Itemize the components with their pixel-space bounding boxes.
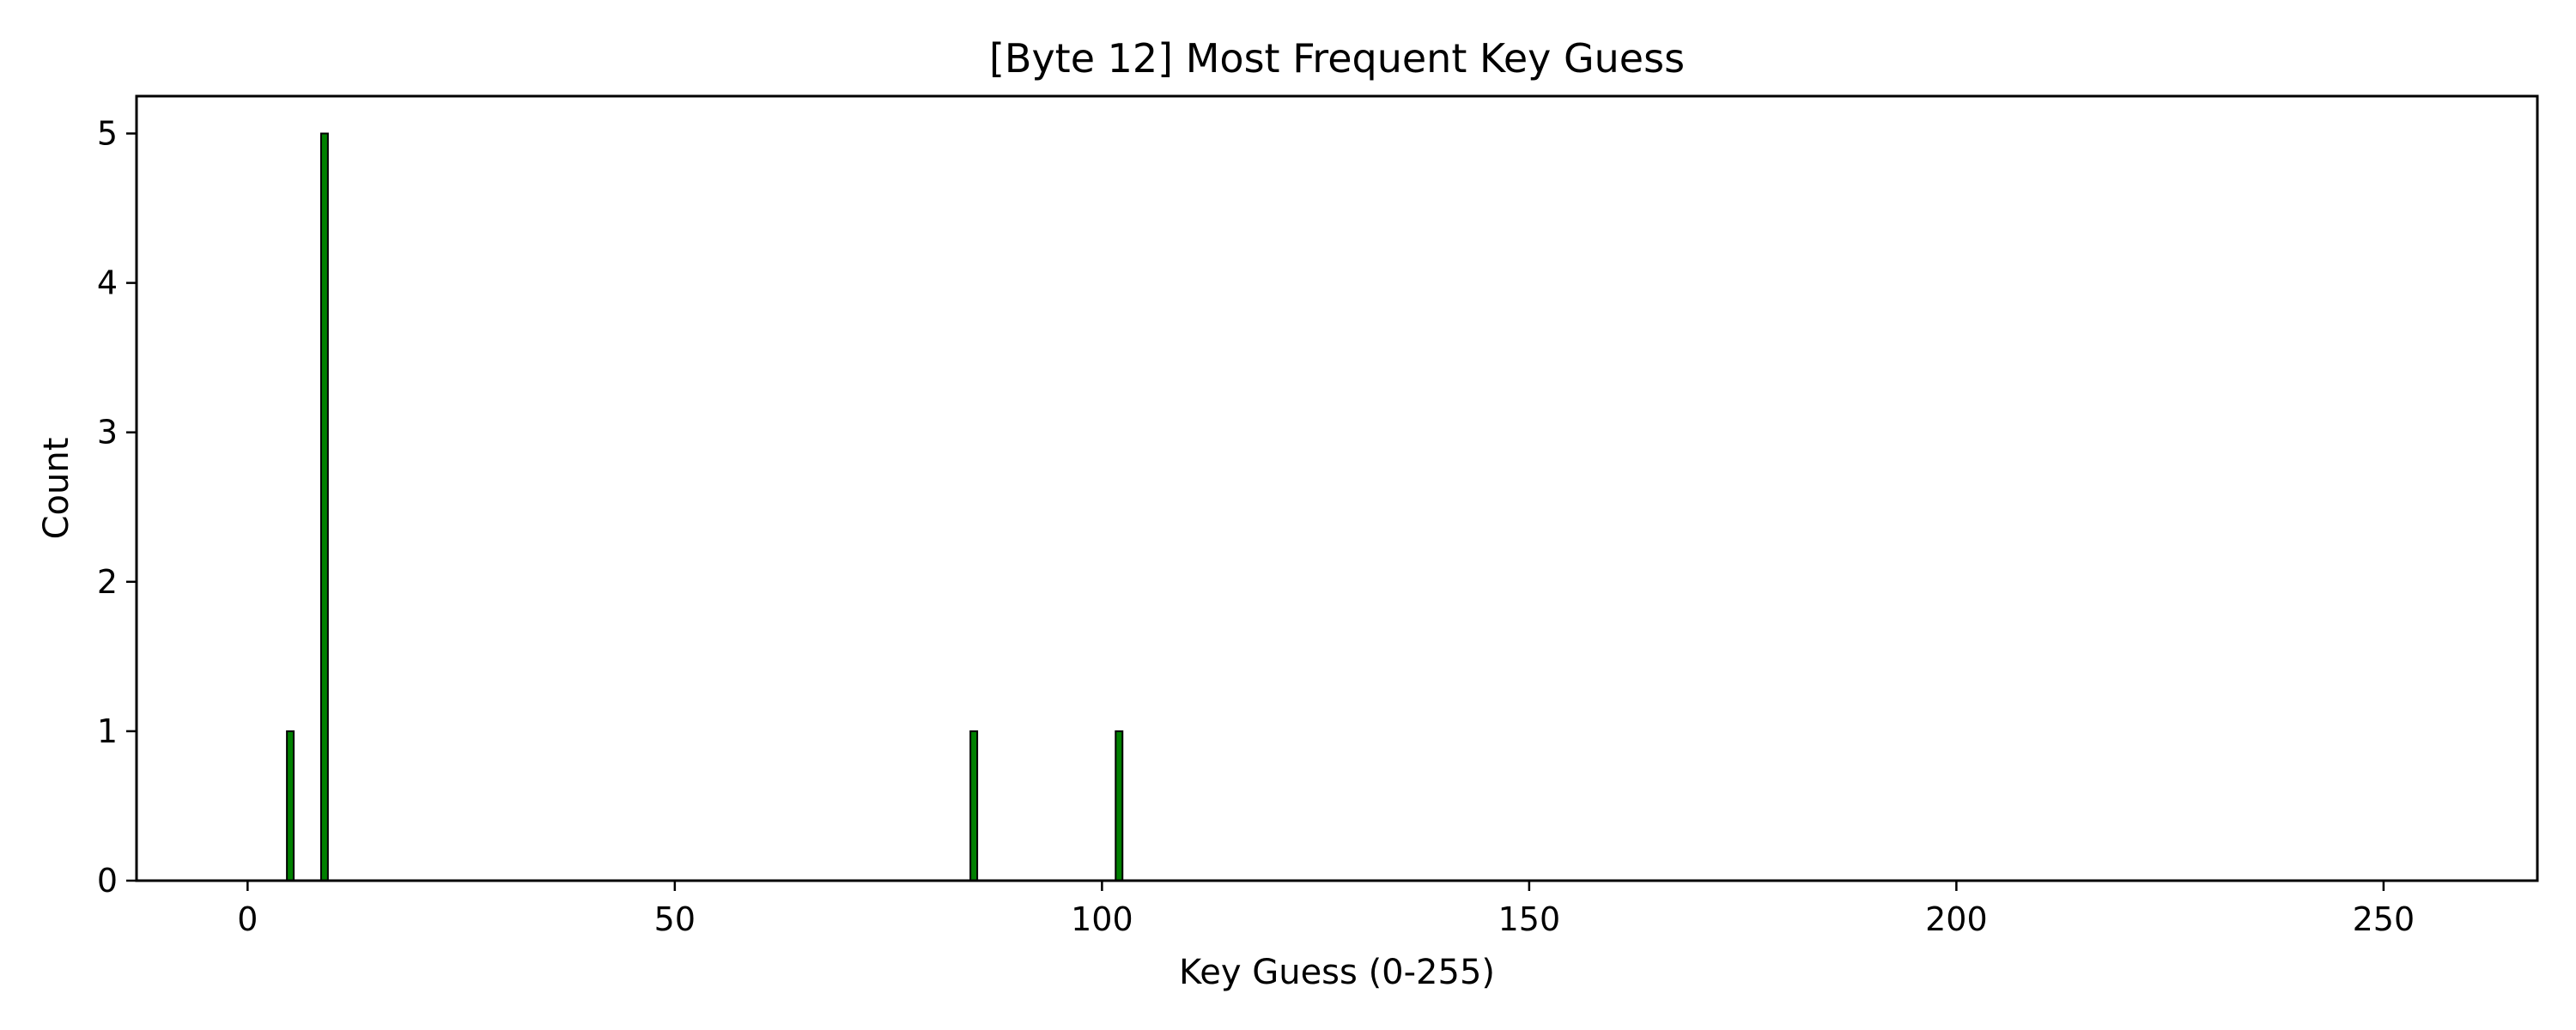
bar (1115, 730, 1124, 882)
x-axis-ticks: 0 50 100 150 200 250 (237, 881, 2415, 938)
y-axis-ticks: 0 1 2 3 4 5 (97, 115, 137, 900)
x-tick-label: 200 (1925, 900, 1988, 938)
bars (286, 132, 1124, 882)
x-tick-label: 150 (1498, 900, 1561, 938)
y-tick-label: 3 (97, 414, 118, 451)
plot-frame (135, 94, 2539, 882)
y-tick-label: 5 (97, 115, 118, 153)
bar (286, 730, 295, 882)
y-tick-label: 1 (97, 712, 118, 750)
x-tick-label: 250 (2353, 900, 2415, 938)
x-axis-label: Key Guess (0-255) (1179, 953, 1495, 992)
x-tick-label: 100 (1071, 900, 1133, 938)
y-tick-label: 2 (97, 563, 118, 601)
x-tick-label: 0 (237, 900, 258, 938)
y-axis-label: Count (37, 438, 76, 540)
chart-title: [Byte 12] Most Frequent Key Guess (989, 35, 1685, 82)
bar (969, 730, 979, 882)
bar (319, 132, 329, 882)
y-tick-label: 0 (97, 862, 118, 900)
y-tick-label: 4 (97, 264, 118, 302)
x-tick-label: 50 (654, 900, 696, 938)
